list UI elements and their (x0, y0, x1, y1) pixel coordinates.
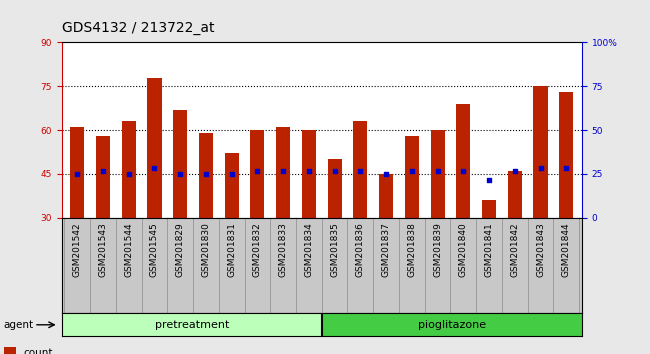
Text: GSM201834: GSM201834 (304, 223, 313, 277)
Text: agent: agent (3, 320, 33, 330)
Point (561, 165, 571, 171)
Bar (482, 200, 496, 218)
Text: GSM201843: GSM201843 (536, 223, 545, 277)
Bar (430, 130, 445, 218)
Bar (508, 171, 522, 218)
Text: GSM201833: GSM201833 (279, 223, 288, 278)
Text: GSM201838: GSM201838 (408, 223, 417, 278)
Text: GSM201837: GSM201837 (382, 223, 391, 278)
Bar (379, 174, 393, 218)
Point (484, 177, 494, 183)
Point (458, 168, 469, 174)
Point (98, 168, 108, 174)
Point (381, 171, 391, 177)
Bar (122, 121, 136, 218)
Point (330, 168, 340, 174)
Bar (276, 127, 290, 218)
Point (304, 168, 314, 174)
Text: GSM201839: GSM201839 (433, 223, 442, 278)
Bar (456, 104, 471, 218)
Point (201, 171, 211, 177)
Bar (502, 218, 528, 313)
Text: GDS4132 / 213722_at: GDS4132 / 213722_at (62, 21, 214, 35)
Bar (322, 218, 348, 313)
Text: GSM201836: GSM201836 (356, 223, 365, 278)
Bar (142, 218, 167, 313)
Bar (64, 218, 90, 313)
Bar (559, 92, 573, 218)
Bar (553, 218, 579, 313)
Bar (534, 86, 548, 218)
Bar (148, 78, 161, 218)
Point (150, 165, 160, 171)
Bar (270, 218, 296, 313)
Text: pioglitazone: pioglitazone (418, 320, 486, 330)
Bar (354, 121, 367, 218)
Point (252, 168, 263, 174)
Bar (424, 218, 450, 313)
Bar (4, 347, 16, 354)
Bar (373, 218, 399, 313)
Bar (450, 218, 476, 313)
Text: GSM201542: GSM201542 (73, 223, 82, 277)
Text: GSM201835: GSM201835 (330, 223, 339, 278)
Bar (224, 154, 239, 218)
Bar (528, 218, 553, 313)
Point (407, 168, 417, 174)
Bar (250, 130, 265, 218)
Point (536, 165, 546, 171)
Point (72, 171, 83, 177)
Bar (219, 218, 244, 313)
Text: GSM201829: GSM201829 (176, 223, 185, 277)
Text: GSM201840: GSM201840 (459, 223, 468, 277)
Bar (244, 218, 270, 313)
Bar (193, 218, 219, 313)
Bar (62, 313, 322, 336)
Point (355, 168, 365, 174)
Text: GSM201543: GSM201543 (98, 223, 107, 277)
Bar (328, 159, 342, 218)
Point (432, 168, 443, 174)
Text: GSM201842: GSM201842 (510, 223, 519, 277)
Point (175, 171, 185, 177)
Text: GSM201832: GSM201832 (253, 223, 262, 277)
Text: count: count (23, 348, 53, 354)
Point (124, 171, 134, 177)
Text: GSM201841: GSM201841 (485, 223, 493, 277)
Bar (296, 218, 322, 313)
Bar (90, 218, 116, 313)
Text: GSM201830: GSM201830 (202, 223, 211, 278)
Text: GSM201545: GSM201545 (150, 223, 159, 277)
Bar (476, 218, 502, 313)
Bar (70, 127, 84, 218)
Bar (399, 218, 424, 313)
Text: GSM201844: GSM201844 (562, 223, 571, 277)
Bar (199, 133, 213, 218)
Text: pretreatment: pretreatment (155, 320, 229, 330)
Point (278, 168, 289, 174)
Bar (302, 130, 316, 218)
Bar (348, 218, 373, 313)
Point (226, 171, 237, 177)
Bar (173, 110, 187, 218)
Bar (96, 136, 110, 218)
Bar (405, 136, 419, 218)
Point (510, 168, 520, 174)
Bar (116, 218, 142, 313)
Bar (322, 313, 582, 336)
Text: GSM201544: GSM201544 (124, 223, 133, 277)
Bar (167, 218, 193, 313)
Text: GSM201831: GSM201831 (227, 223, 236, 278)
